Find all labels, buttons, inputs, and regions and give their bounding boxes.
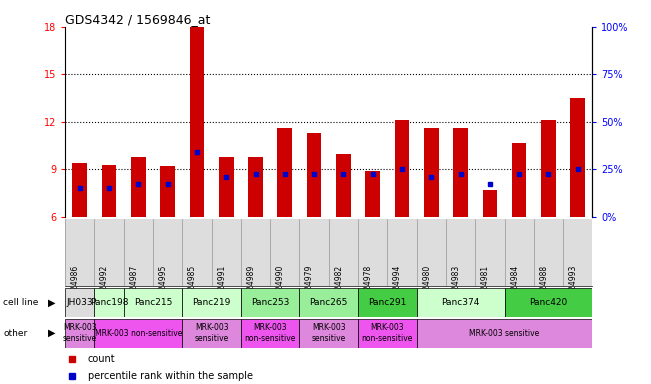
Text: MRK-003
sensitive: MRK-003 sensitive	[62, 323, 97, 343]
Text: MRK-003
sensitive: MRK-003 sensitive	[195, 323, 229, 343]
Text: Panc291: Panc291	[368, 298, 406, 307]
Bar	[72, 163, 87, 217]
Bar	[219, 157, 234, 217]
Text: MRK-003 non-sensitive: MRK-003 non-sensitive	[94, 329, 182, 338]
Bar	[358, 319, 417, 348]
Text: Panc420: Panc420	[529, 298, 568, 307]
Text: Panc219: Panc219	[193, 298, 230, 307]
Bar	[505, 288, 592, 317]
Text: Panc215: Panc215	[134, 298, 172, 307]
Bar	[482, 190, 497, 217]
Text: Panc198: Panc198	[90, 298, 128, 307]
Bar	[131, 157, 146, 217]
Bar	[336, 154, 351, 217]
Bar	[365, 171, 380, 217]
Text: MRK-003
non-sensitive: MRK-003 non-sensitive	[245, 323, 296, 343]
Text: Panc374: Panc374	[441, 298, 480, 307]
Bar	[94, 319, 182, 348]
Bar	[395, 120, 409, 217]
Text: other: other	[3, 329, 27, 338]
Bar	[570, 98, 585, 217]
Bar	[124, 288, 182, 317]
Bar	[94, 288, 124, 317]
Bar	[417, 288, 505, 317]
Bar	[541, 120, 556, 217]
Text: JH033: JH033	[66, 298, 93, 307]
Text: MRK-003
sensitive: MRK-003 sensitive	[312, 323, 346, 343]
Text: MRK-003 sensitive: MRK-003 sensitive	[469, 329, 540, 338]
Bar	[182, 288, 241, 317]
Bar	[65, 319, 94, 348]
Text: GDS4342 / 1569846_at: GDS4342 / 1569846_at	[65, 13, 210, 26]
Text: ▶: ▶	[48, 297, 55, 308]
Bar	[277, 128, 292, 217]
Bar	[182, 319, 241, 348]
Text: cell line: cell line	[3, 298, 38, 307]
Bar	[307, 133, 322, 217]
Bar	[241, 319, 299, 348]
Text: percentile rank within the sample: percentile rank within the sample	[88, 371, 253, 381]
Bar	[160, 166, 175, 217]
Bar	[65, 288, 94, 317]
Text: MRK-003
non-sensitive: MRK-003 non-sensitive	[362, 323, 413, 343]
Bar	[424, 128, 439, 217]
Bar	[248, 157, 263, 217]
Bar	[241, 288, 299, 317]
Text: Panc253: Panc253	[251, 298, 289, 307]
Bar	[453, 128, 468, 217]
Bar	[358, 288, 417, 317]
Text: ▶: ▶	[48, 328, 55, 338]
Bar	[512, 142, 527, 217]
Text: count: count	[88, 354, 115, 364]
Bar	[299, 288, 358, 317]
Text: Panc265: Panc265	[310, 298, 348, 307]
Bar	[189, 27, 204, 217]
Bar	[299, 319, 358, 348]
Bar	[417, 319, 592, 348]
Bar	[102, 165, 117, 217]
